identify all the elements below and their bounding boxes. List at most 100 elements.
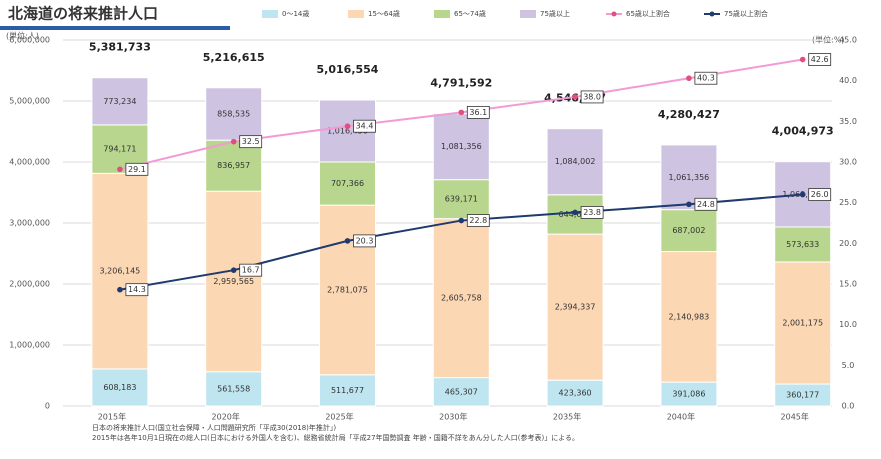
footnote: 日本の将来推計人口(国立社会保障・人口問題研究所「平成30(2018)年推計」) (92, 423, 336, 432)
segment-label: 2,001,175 (782, 318, 823, 327)
segment-label: 2,605,758 (441, 294, 482, 303)
bar-segment (319, 204, 376, 376)
legend-swatch (520, 10, 536, 18)
segment-label: 707,366 (331, 179, 364, 188)
line-marker (230, 267, 237, 273)
line-marker (458, 217, 465, 224)
segment-label: 2,140,983 (669, 312, 710, 321)
total-label: 5,381,733 (89, 41, 151, 54)
line-label: 14.3 (128, 285, 146, 294)
bar-segment (205, 190, 263, 373)
bar-segment (432, 113, 490, 181)
line-label: 40.3 (697, 74, 715, 83)
legend-swatch (348, 10, 364, 18)
line-label: 38.0 (583, 92, 601, 101)
y2-tick-label: 10.0 (839, 320, 857, 329)
line-marker (799, 56, 806, 63)
legend-label: 75歳以上 (540, 9, 570, 18)
line-marker (686, 201, 692, 208)
y-tick-label: 1,000,000 (9, 341, 50, 350)
line-label: 23.8 (583, 208, 601, 217)
line-marker (344, 123, 351, 130)
bar-segment (91, 368, 149, 407)
x-tick-label: 2030年 (439, 412, 467, 422)
total-label: 4,791,592 (430, 77, 492, 90)
y-unit: (単位:人) (6, 31, 39, 41)
chart-title: 北海道の将来推計人口 (8, 5, 158, 23)
line-label: 20.3 (356, 236, 374, 245)
bar-segment (432, 179, 490, 220)
x-tick-label: 2015年 (98, 412, 126, 422)
bar-segment (546, 233, 604, 381)
label-box (353, 234, 376, 248)
segment-label: 1,061,356 (669, 173, 710, 182)
label-box (125, 162, 149, 176)
y2-tick-label: 0.0 (842, 402, 855, 411)
y2-tick-label: 30.0 (839, 158, 857, 167)
segment-label: 3,206,145 (100, 267, 141, 276)
y-tick-label: 0 (45, 402, 50, 411)
line-label: 36.1 (469, 108, 487, 117)
bar-segment (205, 371, 263, 407)
label-box (808, 188, 832, 201)
bar-segment (91, 172, 149, 370)
y2-tick-label: 5.0 (842, 361, 855, 370)
segment-label: 1,081,356 (441, 142, 482, 151)
legend-label: 15～64歳 (368, 9, 400, 18)
x-tick-label: 2045年 (781, 412, 809, 422)
segment-label: 2,959,565 (213, 277, 254, 286)
label-box (694, 197, 718, 211)
x-tick-label: 2035年 (553, 412, 581, 422)
segment-label: 2,781,075 (327, 285, 368, 294)
label-box (580, 206, 604, 219)
y-tick-label: 3,000,000 (9, 219, 50, 228)
line-label: 29.1 (128, 165, 146, 174)
legend-marker (611, 11, 617, 17)
segment-label: 511,677 (331, 386, 364, 395)
total-label: 5,016,554 (317, 63, 379, 76)
label-box (466, 105, 490, 119)
footnote: 2015年は各年10月1日現在の総人口(日本における外国人を含む)、総務省統計局… (92, 433, 579, 442)
line-label: 16.7 (242, 266, 260, 275)
y2-tick-label: 20.0 (839, 239, 857, 248)
x-tick-label: 2020年 (212, 412, 240, 422)
segment-label: 561,558 (217, 384, 250, 393)
x-tick-label: 2040年 (667, 412, 695, 422)
bar-segment (546, 128, 604, 196)
bar-segment (91, 77, 149, 126)
legend-label: 75歳以上割合 (724, 9, 768, 18)
line-marker (117, 166, 123, 173)
line-label: 42.6 (811, 55, 829, 64)
label-box (694, 71, 718, 85)
segment-label: 687,002 (672, 226, 705, 235)
line-marker (344, 238, 351, 244)
legend-label: 0～14歳 (282, 9, 309, 18)
segment-label: 836,957 (217, 161, 250, 170)
line-marker (572, 209, 578, 216)
segment-label: 423,360 (559, 389, 592, 398)
bar-segment (660, 251, 718, 383)
y2-tick-label: 35.0 (839, 117, 857, 126)
y-tick-label: 5,000,000 (9, 97, 50, 106)
line-label: 34.4 (356, 122, 374, 131)
segment-label: 391,086 (672, 390, 705, 399)
bar-segment (432, 218, 490, 379)
label-box (466, 214, 490, 227)
segment-label: 360,177 (786, 391, 819, 400)
label-box (808, 53, 832, 66)
y-tick-label: 2,000,000 (9, 280, 50, 289)
segment-label: 465,307 (445, 387, 478, 396)
label-box (580, 90, 604, 104)
y2-tick-label: 45.0 (839, 36, 857, 45)
segment-label: 573,633 (786, 240, 819, 249)
total-label: 4,280,427 (658, 108, 720, 121)
legend-swatch (434, 10, 450, 18)
y2-tick-label: 25.0 (839, 198, 857, 207)
title-underline (0, 26, 230, 30)
y-tick-label: 6,000,000 (9, 36, 50, 45)
line-label: 32.5 (242, 137, 260, 146)
bar-segment (319, 161, 376, 206)
line-label: 22.8 (469, 216, 487, 225)
segment-label: 1,016,436 (327, 126, 368, 135)
